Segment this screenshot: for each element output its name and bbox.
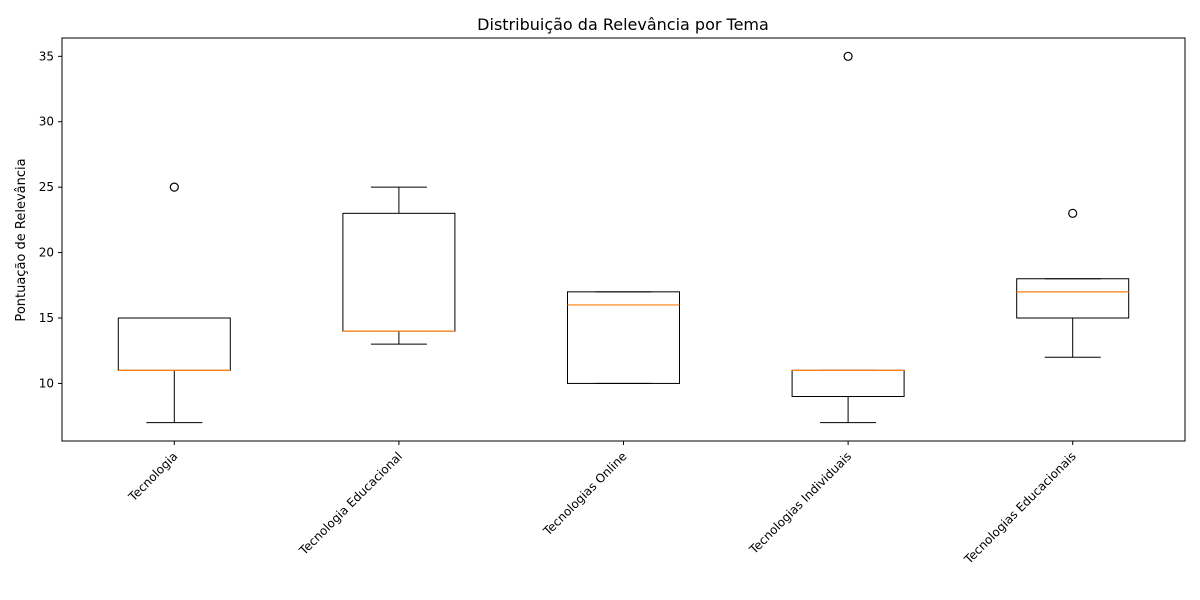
box-iqr xyxy=(791,369,905,398)
chart-title: Distribuição da Relevância por Tema xyxy=(477,15,769,34)
x-tick-label: Tecnologias Educacionais xyxy=(961,449,1079,567)
y-tick-label: 30 xyxy=(39,115,54,129)
x-tick-label: Tecnologia Educacional xyxy=(296,449,405,558)
y-tick-label: 10 xyxy=(39,376,54,390)
y-tick-label: 35 xyxy=(39,49,54,63)
box-group xyxy=(342,186,456,345)
y-axis-label: Pontuação de Relevância xyxy=(14,158,29,321)
box-iqr xyxy=(342,212,456,332)
outlier-point xyxy=(843,51,853,61)
plot-frame xyxy=(61,37,1186,442)
y-tick-label: 15 xyxy=(39,311,54,325)
box-group xyxy=(567,291,680,384)
box-group xyxy=(1016,208,1130,358)
y-tick-label: 20 xyxy=(39,246,54,260)
x-tick-label: Tecnologias Individuais xyxy=(746,449,854,557)
box-iqr xyxy=(567,291,680,384)
x-tick-label: Tecnologia xyxy=(125,449,180,504)
box-group xyxy=(117,182,231,424)
x-tick-label: Tecnologias Online xyxy=(540,449,630,539)
outlier-point xyxy=(1068,208,1078,218)
box-group xyxy=(791,51,905,424)
outlier-point xyxy=(169,182,179,192)
y-tick-label: 25 xyxy=(39,180,54,194)
box-iqr xyxy=(1016,278,1130,319)
box-iqr xyxy=(117,317,231,371)
plot-area xyxy=(117,51,1130,424)
